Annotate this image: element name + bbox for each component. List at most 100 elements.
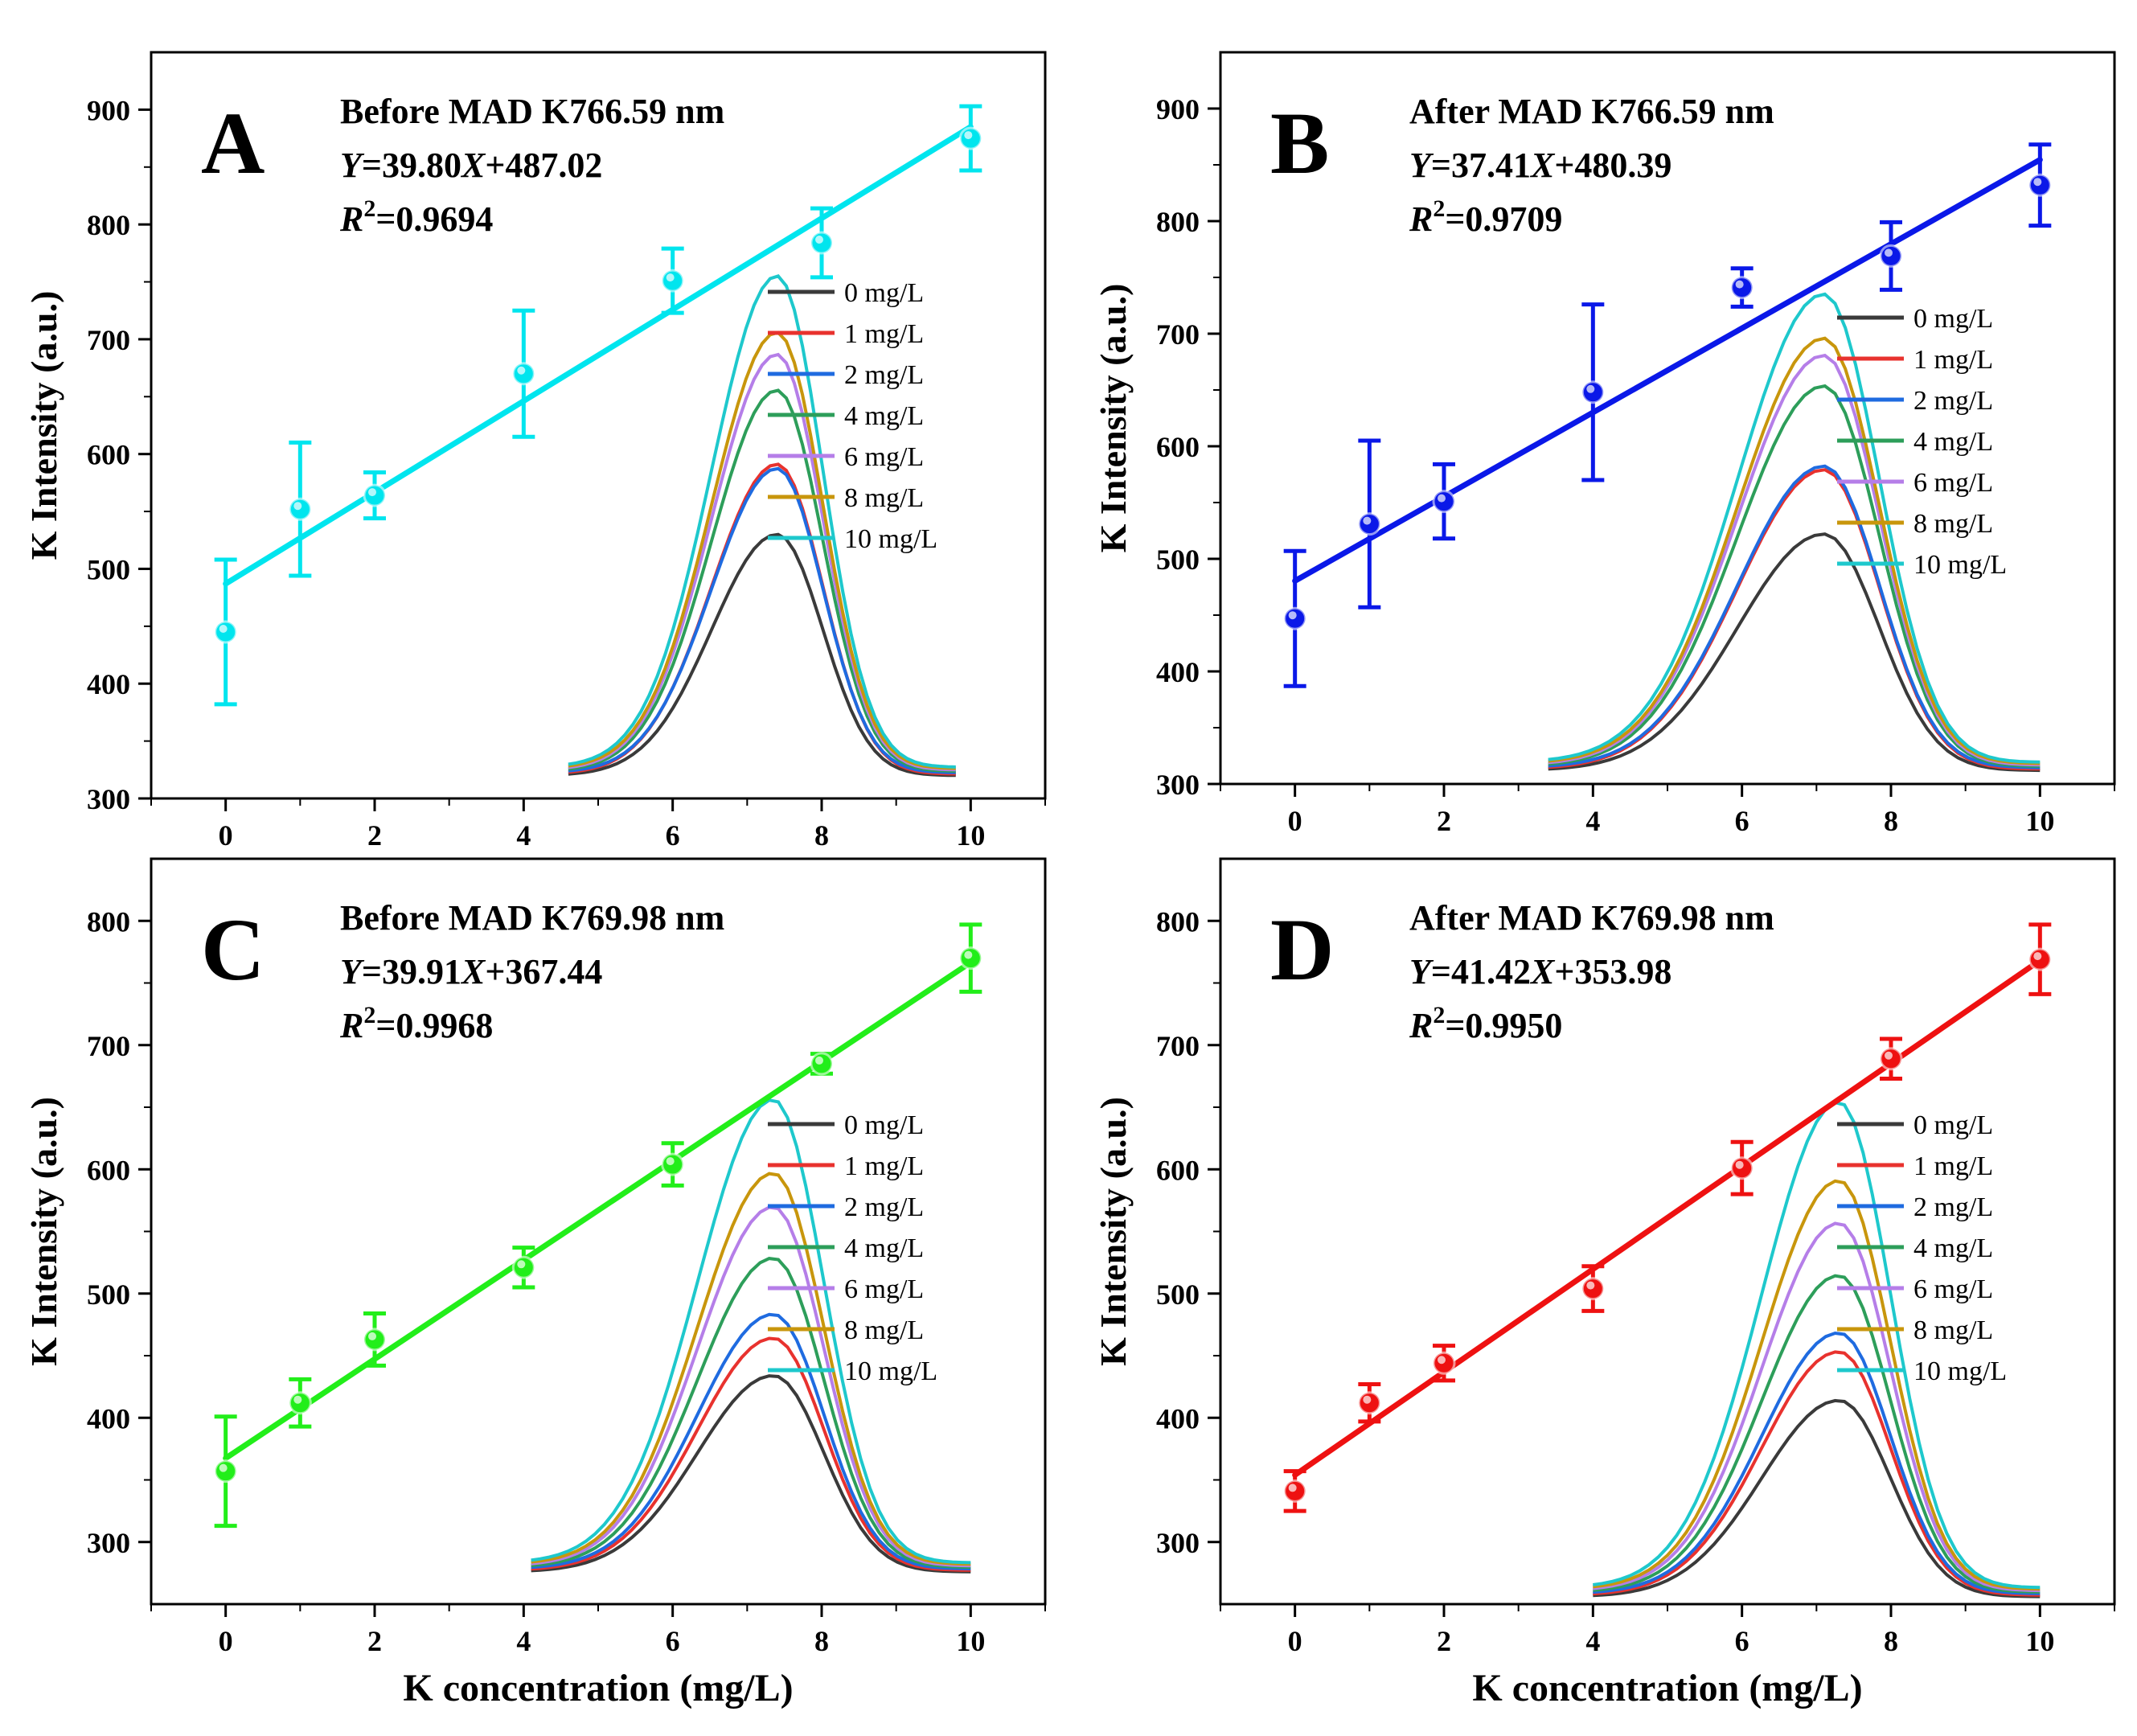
panel-letter: A xyxy=(201,94,265,192)
inset-spectra xyxy=(568,273,956,778)
data-point-highlight xyxy=(1288,611,1297,620)
y-axis-label: K Intensity (a.u.) xyxy=(23,1097,64,1366)
legend-label: 6 mg/L xyxy=(1913,468,1993,498)
legend-label: 4 mg/L xyxy=(1913,1233,1993,1263)
eq-slope: =39.80 xyxy=(362,146,461,185)
eq-intercept: +367.44 xyxy=(485,952,602,991)
legend-label: 1 mg/L xyxy=(1913,1151,1993,1181)
x-tick-label: 10 xyxy=(2025,805,2054,837)
panel-letter: D xyxy=(1270,901,1334,999)
panel-C: 0 2 4 6 8 10 300 400 500 600 700 800 K Intensity (a.… xyxy=(23,857,1047,1709)
x-tick-label: 4 xyxy=(1585,805,1600,837)
r-squared: R2=0.9694 xyxy=(339,195,493,239)
legend-label: 6 mg/L xyxy=(844,1274,924,1304)
r2-sup: 2 xyxy=(363,195,375,222)
legend-label: 10 mg/L xyxy=(844,524,937,554)
data-point-highlight xyxy=(666,273,675,282)
legend-label: 4 mg/L xyxy=(1913,427,1993,457)
y-tick-label: 700 xyxy=(1156,318,1200,351)
data-point-highlight xyxy=(293,1395,302,1404)
x-tick-label: 8 xyxy=(1884,1625,1898,1657)
data-point-highlight xyxy=(1735,280,1744,289)
y-tick-label: 900 xyxy=(1156,93,1200,125)
fit-equation: Y=41.42X+353.98 xyxy=(1409,952,1671,991)
panel-D: 0 2 4 6 8 10 300 400 500 600 700 800 K Intensity (a.… xyxy=(1093,857,2116,1709)
r2-value: =0.9950 xyxy=(1445,1006,1562,1045)
panel-title: After MAD K769.98 nm xyxy=(1409,898,1774,938)
data-point-highlight xyxy=(219,1463,228,1472)
legend-label: 10 mg/L xyxy=(1913,1356,2007,1386)
r2-value: =0.9968 xyxy=(375,1006,493,1045)
fit-equation: Y=39.91X+367.44 xyxy=(340,952,602,991)
legend-label: 1 mg/L xyxy=(1913,345,1993,375)
spectrum-line xyxy=(1593,1331,2041,1595)
y-axis-label: K Intensity (a.u.) xyxy=(1093,1097,1134,1366)
data-point-highlight xyxy=(1438,1356,1446,1365)
x-tick-label: 4 xyxy=(516,819,531,852)
legend: 0 mg/L 1 mg/L 2 mg/L 4 mg/L 6 mg/L 8 mg/L 10 m… xyxy=(1837,304,2007,580)
x-tick-label: 8 xyxy=(1884,805,1898,837)
y-tick-label: 600 xyxy=(1156,1154,1200,1186)
panel-letter: B xyxy=(1270,94,1329,192)
data-point-highlight xyxy=(1363,516,1372,525)
eq-intercept: +480.39 xyxy=(1554,146,1671,185)
data-point-highlight xyxy=(2033,952,2042,961)
y-axis-label: K Intensity (a.u.) xyxy=(1093,284,1134,553)
legend-label: 8 mg/L xyxy=(1913,509,1993,539)
data-point-highlight xyxy=(666,1157,675,1166)
x-tick-label: 2 xyxy=(1437,805,1451,837)
r2-value: =0.9694 xyxy=(375,199,493,239)
legend-label: 8 mg/L xyxy=(844,483,924,513)
y-axis-label: K Intensity (a.u.) xyxy=(23,291,64,560)
r2-sup: 2 xyxy=(1433,195,1445,222)
x-tick-label: 6 xyxy=(1735,1625,1749,1657)
x-axis-label: K concentration (mg/L) xyxy=(403,1667,793,1709)
x-tick-label: 2 xyxy=(1437,1625,1451,1657)
legend-label: 0 mg/L xyxy=(844,278,924,308)
y-tick-label: 500 xyxy=(1156,1278,1200,1311)
fit-equation: Y=39.80X+487.02 xyxy=(340,146,602,185)
eq-slope: =39.91 xyxy=(362,952,461,991)
legend-label: 10 mg/L xyxy=(844,1356,937,1386)
data-point-highlight xyxy=(815,1056,823,1065)
eq-x: X xyxy=(1529,952,1556,991)
spectrum-line xyxy=(568,388,956,774)
spectrum-line xyxy=(1548,532,2041,773)
spectrum-line xyxy=(1593,1101,2041,1590)
legend: 0 mg/L 1 mg/L 2 mg/L 4 mg/L 6 mg/L 8 mg/L 10 m… xyxy=(1837,1110,2007,1386)
x-tick-label: 8 xyxy=(814,819,829,852)
x-tick-label: 10 xyxy=(956,1625,985,1657)
y-tick-label: 300 xyxy=(1156,769,1200,801)
legend-label: 6 mg/L xyxy=(1913,1274,1993,1304)
eq-y: Y xyxy=(340,146,365,185)
y-tick-label: 600 xyxy=(87,1154,130,1186)
legend-label: 0 mg/L xyxy=(1913,304,1993,334)
r-squared: R2=0.9950 xyxy=(1409,1002,1562,1045)
inset-spectra xyxy=(1593,1101,2041,1599)
legend-label: 2 mg/L xyxy=(844,1192,924,1222)
y-tick-label: 400 xyxy=(87,668,130,700)
spectrum-line xyxy=(1593,1179,2041,1591)
y-tick-label: 400 xyxy=(1156,656,1200,688)
legend-label: 2 mg/L xyxy=(1913,386,1993,416)
legend-label: 1 mg/L xyxy=(844,319,924,349)
x-tick-label: 6 xyxy=(666,1625,680,1657)
y-tick-label: 400 xyxy=(87,1402,130,1434)
spectrum-line xyxy=(531,1374,971,1574)
y-tick-label: 300 xyxy=(87,1527,130,1559)
data-point-highlight xyxy=(1885,1051,1893,1060)
spectrum-line xyxy=(1548,384,2041,768)
y-tick-label: 700 xyxy=(1156,1030,1200,1062)
x-tick-label: 0 xyxy=(1288,805,1302,837)
data-point-highlight xyxy=(368,1332,376,1340)
eq-x: X xyxy=(460,146,486,185)
y-tick-label: 500 xyxy=(87,553,130,585)
x-tick-label: 6 xyxy=(1735,805,1749,837)
data-point-highlight xyxy=(517,1260,526,1269)
data-point-highlight xyxy=(293,502,302,511)
eq-slope: =41.42 xyxy=(1431,952,1531,991)
x-tick-label: 10 xyxy=(956,819,985,852)
fit-equation: Y=37.41X+480.39 xyxy=(1409,146,1671,185)
legend-label: 1 mg/L xyxy=(844,1151,924,1181)
